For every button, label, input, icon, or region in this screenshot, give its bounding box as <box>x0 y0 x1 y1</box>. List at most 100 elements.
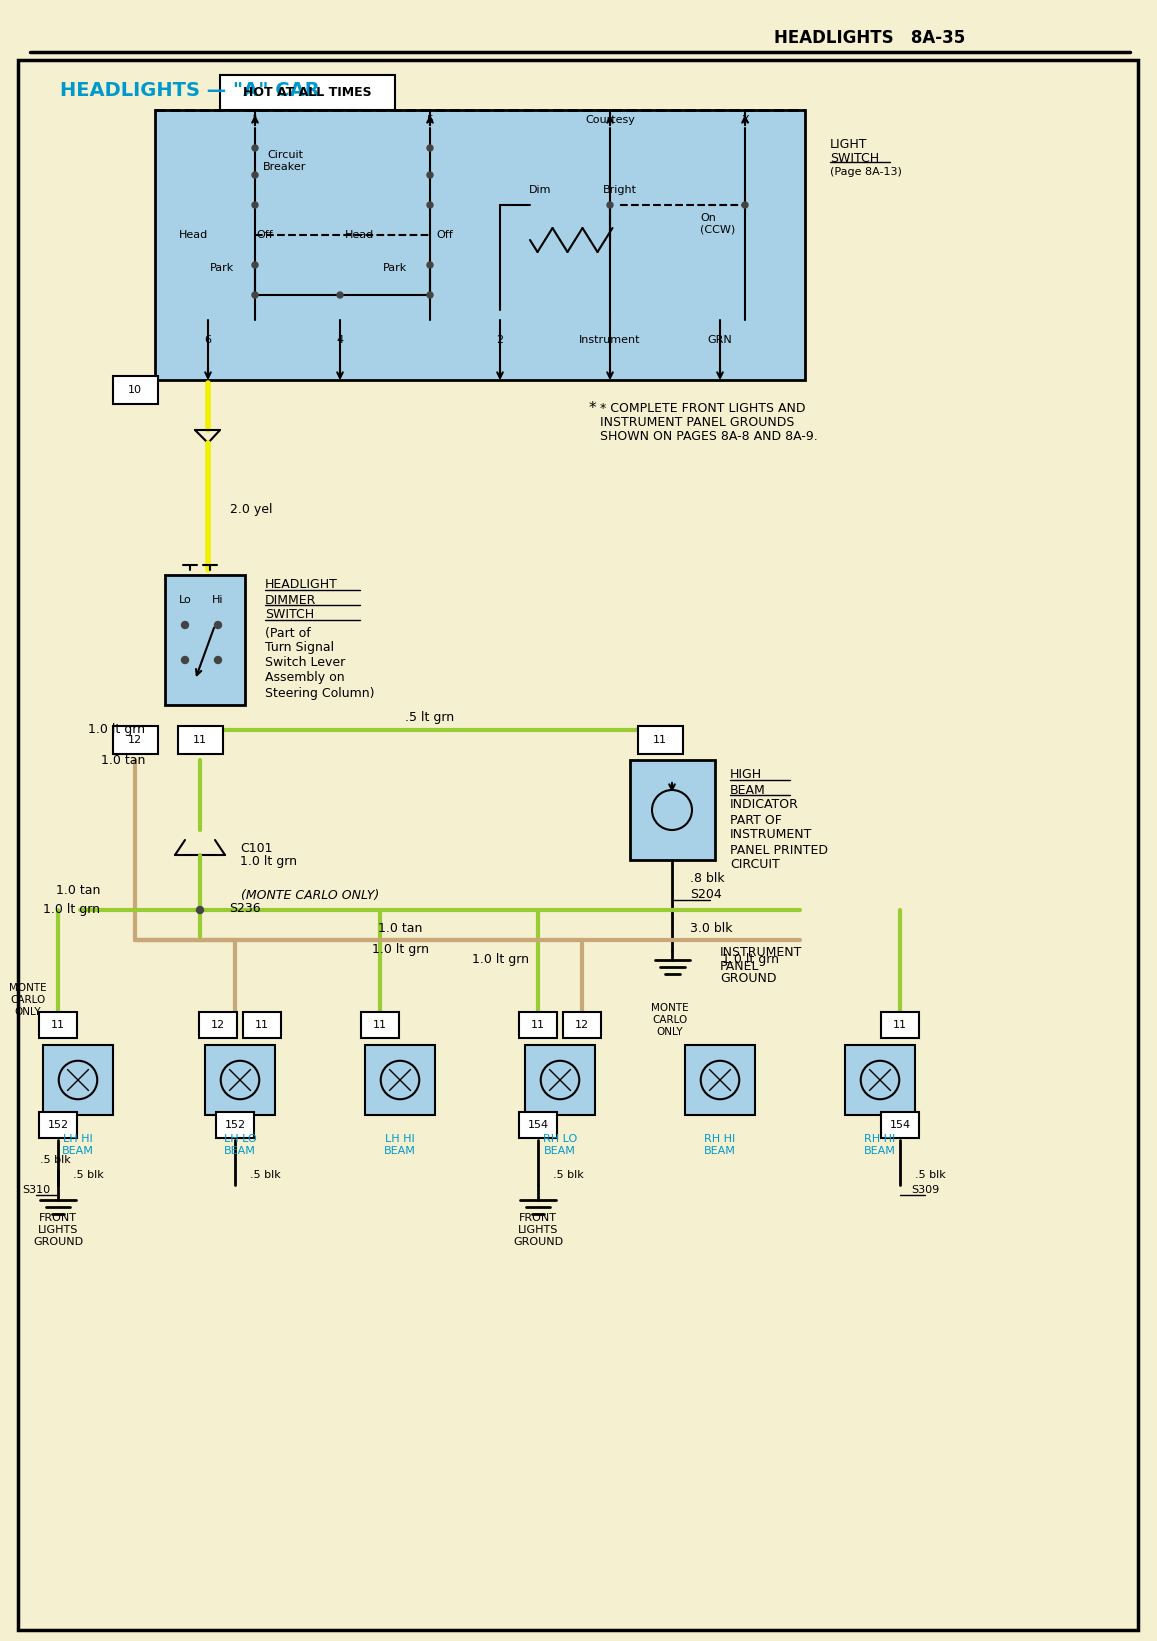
Circle shape <box>252 144 258 151</box>
FancyBboxPatch shape <box>845 1045 915 1114</box>
FancyBboxPatch shape <box>519 1012 557 1039</box>
Text: MONTE
CARLO
ONLY: MONTE CARLO ONLY <box>651 1003 688 1037</box>
FancyBboxPatch shape <box>112 725 157 753</box>
Text: GRN: GRN <box>708 335 732 345</box>
Text: 1.0 tan: 1.0 tan <box>56 883 100 896</box>
Text: FRONT
LIGHTS
GROUND: FRONT LIGHTS GROUND <box>513 1213 563 1247</box>
Text: Dim: Dim <box>529 185 551 195</box>
Text: 152: 152 <box>224 1121 245 1131</box>
Circle shape <box>607 202 613 208</box>
Text: .5 blk: .5 blk <box>553 1170 584 1180</box>
FancyBboxPatch shape <box>364 1045 435 1114</box>
Text: Off: Off <box>436 230 454 240</box>
Text: SWITCH: SWITCH <box>265 609 314 622</box>
Text: 12: 12 <box>575 1021 589 1031</box>
Text: RH LO
BEAM: RH LO BEAM <box>543 1134 577 1155</box>
FancyBboxPatch shape <box>165 574 245 706</box>
Circle shape <box>252 263 258 267</box>
Text: PANEL: PANEL <box>720 960 759 973</box>
FancyBboxPatch shape <box>880 1113 919 1137</box>
Circle shape <box>182 622 189 629</box>
Circle shape <box>427 172 433 177</box>
FancyBboxPatch shape <box>177 725 222 753</box>
FancyBboxPatch shape <box>880 1012 919 1039</box>
Text: INSTRUMENT PANEL GROUNDS: INSTRUMENT PANEL GROUNDS <box>600 415 795 428</box>
Circle shape <box>427 292 433 299</box>
FancyBboxPatch shape <box>39 1113 78 1137</box>
Text: 1.0 tan: 1.0 tan <box>101 753 145 766</box>
FancyBboxPatch shape <box>361 1012 399 1039</box>
Text: 1.0 lt grn: 1.0 lt grn <box>239 855 297 868</box>
FancyBboxPatch shape <box>205 1045 275 1114</box>
Text: Assembly on: Assembly on <box>265 671 345 684</box>
Text: 1.0 lt grn: 1.0 lt grn <box>43 904 100 917</box>
Text: 12: 12 <box>211 1021 226 1031</box>
FancyBboxPatch shape <box>220 75 395 110</box>
Text: 12: 12 <box>128 735 142 745</box>
FancyBboxPatch shape <box>563 1012 600 1039</box>
Text: 11: 11 <box>893 1021 907 1031</box>
Circle shape <box>182 656 189 663</box>
Text: SHOWN ON PAGES 8A-8 AND 8A-9.: SHOWN ON PAGES 8A-8 AND 8A-9. <box>600 430 818 443</box>
Text: Off: Off <box>257 230 273 240</box>
Circle shape <box>427 144 433 151</box>
Text: RH HI
BEAM: RH HI BEAM <box>864 1134 896 1155</box>
Text: .8 blk: .8 blk <box>690 871 724 884</box>
Text: RH HI
BEAM: RH HI BEAM <box>705 1134 736 1155</box>
Text: 10: 10 <box>128 386 142 395</box>
Text: 1: 1 <box>251 115 258 125</box>
FancyBboxPatch shape <box>216 1113 255 1137</box>
Text: 152: 152 <box>47 1121 68 1131</box>
FancyBboxPatch shape <box>112 376 157 404</box>
Text: Park: Park <box>209 263 234 272</box>
Text: 11: 11 <box>255 1021 268 1031</box>
FancyBboxPatch shape <box>519 1113 557 1137</box>
Text: 1.0 lt grn: 1.0 lt grn <box>88 724 145 737</box>
Text: Head: Head <box>178 230 207 240</box>
Text: CIRCUIT: CIRCUIT <box>730 858 780 871</box>
Text: .5 blk: .5 blk <box>915 1170 945 1180</box>
FancyBboxPatch shape <box>155 110 805 381</box>
Text: .5 lt grn: .5 lt grn <box>405 712 455 724</box>
Text: 11: 11 <box>193 735 207 745</box>
Text: (MONTE CARLO ONLY): (MONTE CARLO ONLY) <box>241 888 379 901</box>
Text: S310: S310 <box>22 1185 50 1195</box>
Text: Breaker: Breaker <box>264 162 307 172</box>
Text: *: * <box>588 400 596 415</box>
Text: 4: 4 <box>337 335 344 345</box>
Circle shape <box>252 202 258 208</box>
Text: 1.0 lt grn: 1.0 lt grn <box>371 944 428 957</box>
Text: Switch Lever: Switch Lever <box>265 656 345 670</box>
FancyBboxPatch shape <box>199 1012 237 1039</box>
Text: HIGH: HIGH <box>730 768 762 781</box>
Text: BEAM: BEAM <box>730 783 766 796</box>
Text: PART OF: PART OF <box>730 814 782 827</box>
FancyBboxPatch shape <box>631 760 715 860</box>
Text: Bright: Bright <box>603 185 638 195</box>
Text: INSTRUMENT: INSTRUMENT <box>720 947 802 960</box>
Circle shape <box>197 906 204 914</box>
Text: S236: S236 <box>229 901 260 914</box>
Circle shape <box>337 292 342 299</box>
Text: HEADLIGHTS — "A" CAR: HEADLIGHTS — "A" CAR <box>60 80 319 100</box>
Text: X: X <box>742 115 749 125</box>
Text: 11: 11 <box>373 1021 386 1031</box>
Text: S309: S309 <box>911 1185 939 1195</box>
FancyBboxPatch shape <box>243 1012 281 1039</box>
Text: INDICATOR: INDICATOR <box>730 799 798 812</box>
Text: .5 blk: .5 blk <box>40 1155 71 1165</box>
Text: 154: 154 <box>528 1121 548 1131</box>
Text: (CCW): (CCW) <box>700 225 735 235</box>
Text: SWITCH: SWITCH <box>830 151 879 164</box>
Text: 1.0 tan: 1.0 tan <box>378 922 422 934</box>
Circle shape <box>427 202 433 208</box>
Text: Instrument: Instrument <box>580 335 641 345</box>
Text: 2.0 yel: 2.0 yel <box>230 504 273 517</box>
Text: 11: 11 <box>653 735 666 745</box>
Text: Lo: Lo <box>178 596 191 606</box>
Text: 5: 5 <box>427 115 434 125</box>
Text: HOT AT ALL TIMES: HOT AT ALL TIMES <box>243 87 371 100</box>
Text: * COMPLETE FRONT LIGHTS AND: * COMPLETE FRONT LIGHTS AND <box>600 402 805 415</box>
Text: 6: 6 <box>205 335 212 345</box>
Circle shape <box>427 263 433 267</box>
